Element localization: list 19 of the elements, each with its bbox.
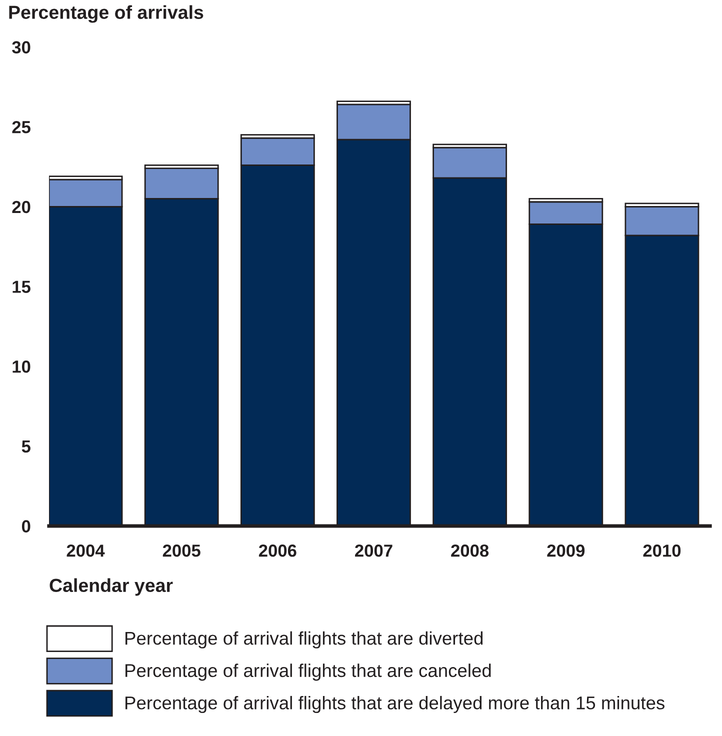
x-tick-label: 2007	[355, 544, 392, 557]
x-tick-label: 2005	[162, 544, 200, 557]
y-tick-label: 20	[12, 200, 30, 214]
y-tick-label: 10	[12, 360, 30, 373]
y-tick-label: 25	[12, 121, 30, 134]
x-tick-label: 2010	[643, 544, 681, 557]
y-axis-title: Percentage of arrivals	[9, 5, 204, 23]
x-axis-title: Calendar year	[50, 578, 173, 596]
y-tick-label: 30	[12, 41, 30, 54]
legend-label: Percentage of arrival flights that are canceled	[126, 664, 491, 681]
x-tick-label: 2004	[66, 544, 105, 557]
y-tick-label: 5	[22, 440, 30, 453]
x-tick-label: 2006	[258, 544, 296, 557]
x-tick-label: 2008	[451, 544, 489, 557]
y-tick-label: 0	[22, 520, 30, 532]
y-tick-label: 15	[12, 280, 30, 293]
legend-label: Percentage of arrival flights that are diverted	[126, 631, 483, 648]
legend-label: Percentage of arrival flights that are delayed more than 15 minutes	[126, 696, 664, 714]
x-tick-label: 2009	[547, 544, 585, 557]
